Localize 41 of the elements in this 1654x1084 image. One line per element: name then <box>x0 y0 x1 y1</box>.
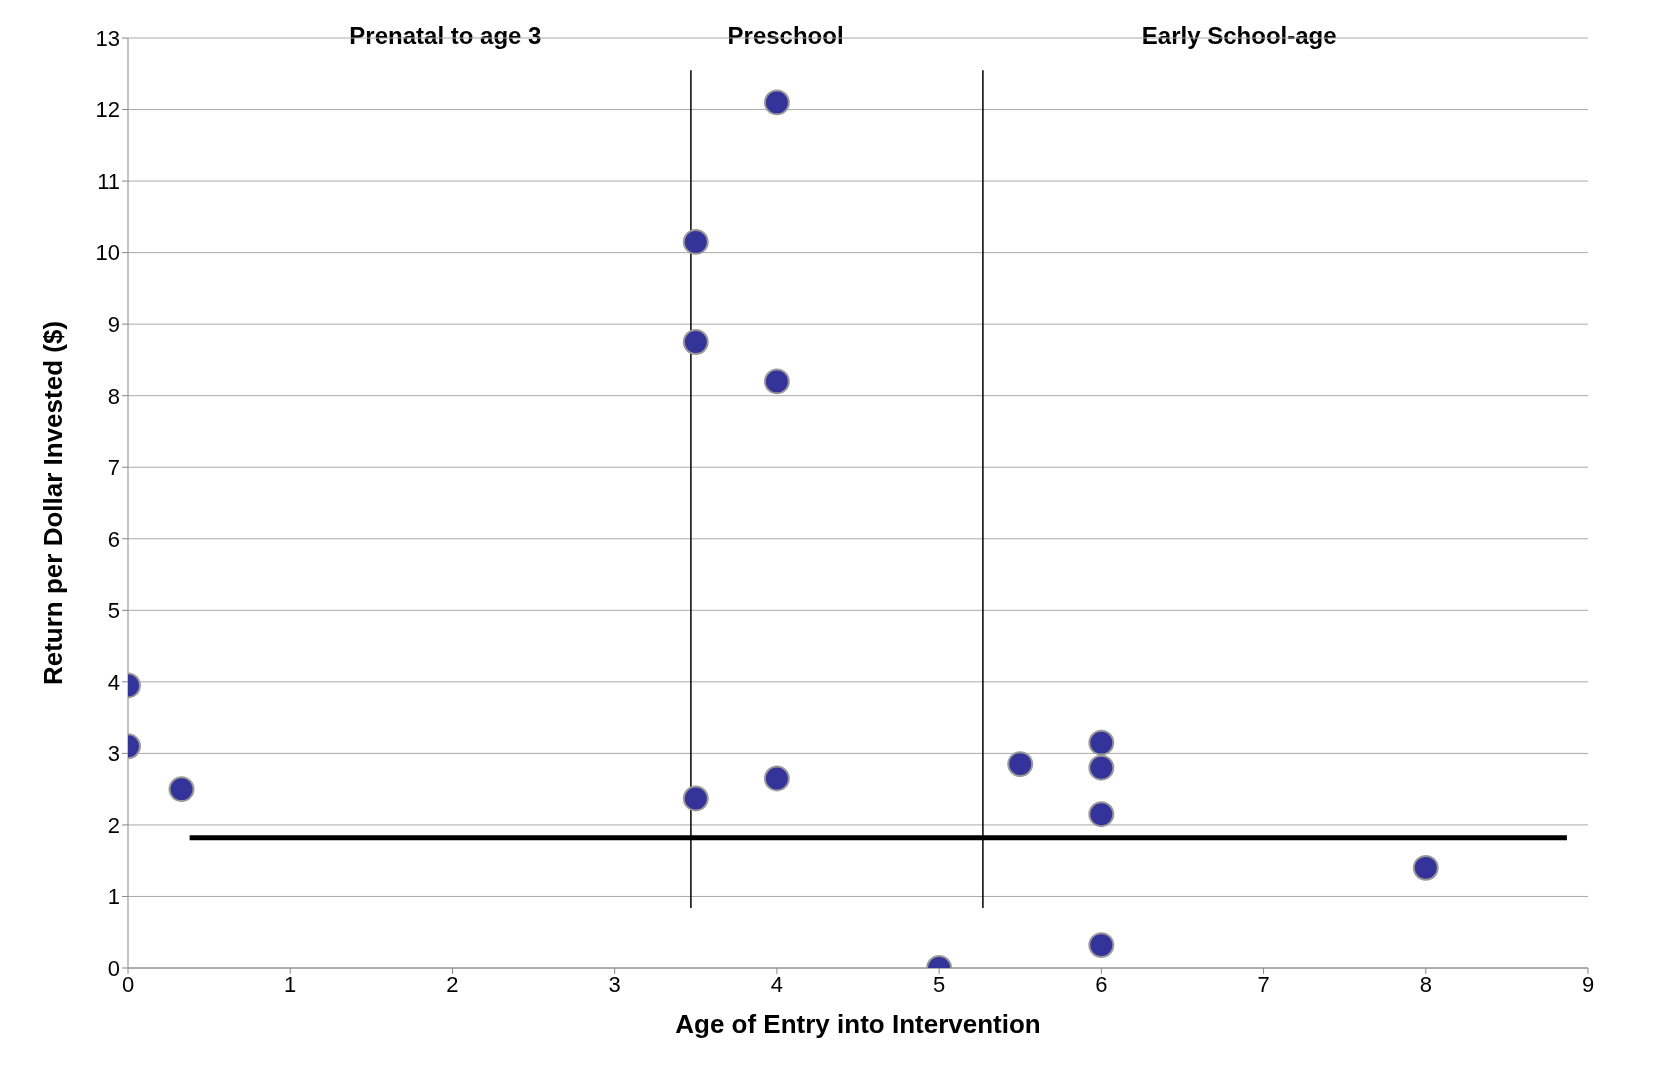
point <box>682 228 709 255</box>
y-tick-label: 13 <box>95 25 120 51</box>
point <box>763 89 790 116</box>
x-tick-label: 2 <box>446 971 459 997</box>
y-tick-label: 7 <box>107 455 120 481</box>
y-tick-label: 6 <box>107 526 120 552</box>
point <box>1088 932 1115 959</box>
y-tick-label: 0 <box>107 955 120 981</box>
y-axis-title: Return per Dollar Invested ($) <box>38 320 69 686</box>
x-tick-label: 4 <box>770 971 784 997</box>
y-tick-label: 11 <box>97 168 120 194</box>
y-tick-label: 12 <box>95 97 120 123</box>
y-tick-label: 1 <box>107 884 120 910</box>
point <box>1088 801 1115 828</box>
x-tick-label: 3 <box>608 971 621 997</box>
x-tick-label: 9 <box>1581 971 1595 997</box>
annotation: Preschool <box>721 22 850 50</box>
y-tick-label: 5 <box>107 598 120 624</box>
point <box>1088 729 1115 756</box>
point <box>168 776 195 803</box>
y-tick-label: 9 <box>107 311 120 337</box>
y-tick-label: 8 <box>107 383 120 409</box>
x-tick-label: 7 <box>1257 971 1270 997</box>
x-axis-title: Age of Entry into Intervention <box>675 1009 1041 1039</box>
x-tick-label: 8 <box>1419 971 1432 997</box>
point <box>1088 754 1115 781</box>
y-tick-label: 3 <box>107 741 120 767</box>
y-tick-label: 4 <box>107 669 120 695</box>
point <box>682 785 709 812</box>
point <box>682 329 709 355</box>
y-tick-label: 2 <box>107 812 120 838</box>
annotation: Early School-age <box>1135 22 1343 50</box>
point <box>1007 751 1034 778</box>
point <box>763 765 790 792</box>
x-tick-label: 1 <box>284 971 297 997</box>
x-tick-label: 5 <box>932 971 946 997</box>
point <box>763 368 790 395</box>
annotation: Prenatal to age 3 <box>343 22 548 50</box>
x-tick-label: 6 <box>1095 971 1108 997</box>
y-tick-label: 10 <box>95 240 120 266</box>
point <box>1412 854 1439 881</box>
